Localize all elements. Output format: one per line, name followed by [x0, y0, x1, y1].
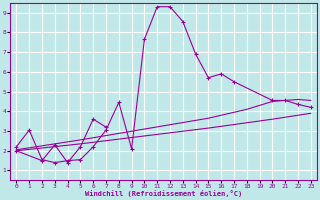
- X-axis label: Windchill (Refroidissement éolien,°C): Windchill (Refroidissement éolien,°C): [85, 190, 242, 197]
